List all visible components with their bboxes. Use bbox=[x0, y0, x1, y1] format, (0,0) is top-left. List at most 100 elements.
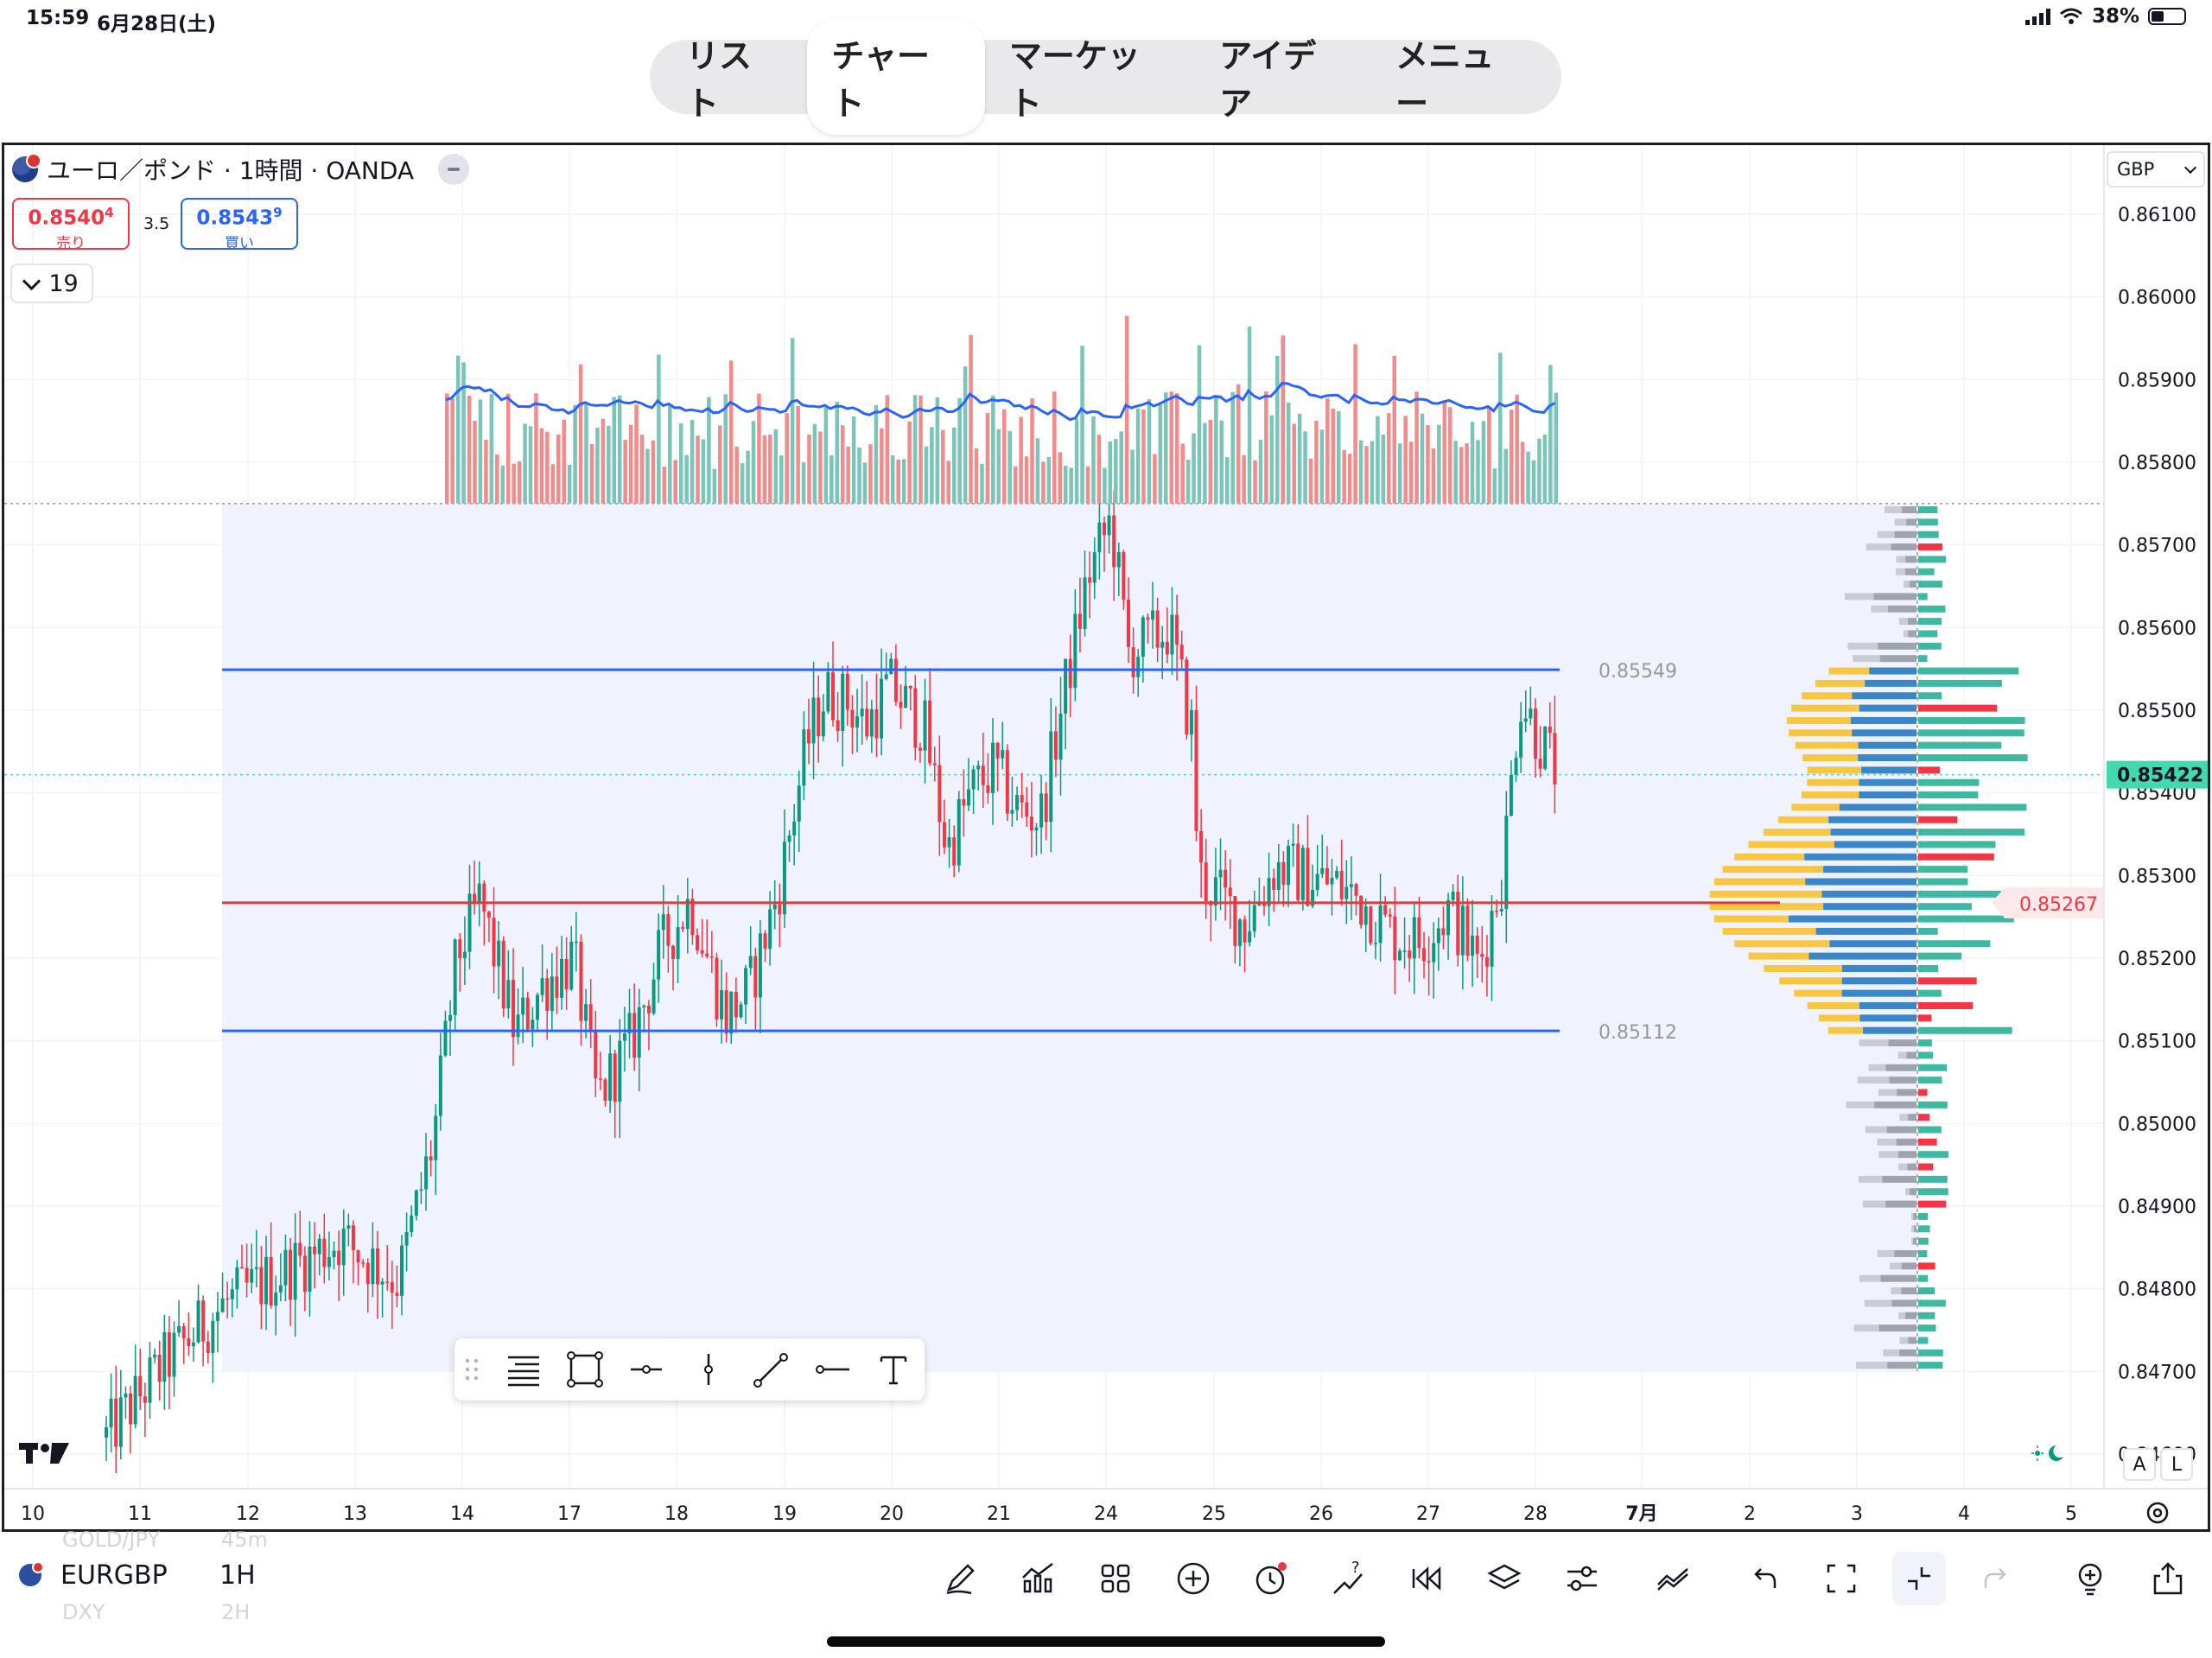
currency-selector[interactable]: GBP bbox=[2107, 151, 2205, 187]
log-scale-button[interactable]: L bbox=[2160, 1448, 2193, 1481]
candle-body bbox=[1369, 906, 1373, 943]
horizontal-lines-tool[interactable] bbox=[493, 1344, 554, 1395]
volume-bar bbox=[545, 431, 550, 504]
vrvp-row bbox=[1859, 1175, 1883, 1183]
object-tree-button[interactable] bbox=[1478, 1552, 1531, 1605]
redo-button[interactable] bbox=[1970, 1552, 2024, 1605]
volume-bar bbox=[935, 397, 940, 504]
candle-body bbox=[1484, 956, 1489, 967]
settings-button[interactable] bbox=[1555, 1552, 1609, 1605]
candle-body bbox=[400, 1245, 404, 1296]
share-button[interactable] bbox=[2141, 1552, 2195, 1605]
drag-handle-icon[interactable] bbox=[463, 1356, 480, 1382]
chart-legend[interactable]: ユーロ／ポンド · 1時間 · OANDA bbox=[12, 152, 470, 187]
volume-bar bbox=[1442, 402, 1447, 504]
layouts-button[interactable] bbox=[1089, 1552, 1142, 1605]
legend-collapse-button[interactable] bbox=[438, 154, 470, 185]
text-tool[interactable] bbox=[863, 1344, 925, 1395]
candle-body bbox=[390, 1282, 394, 1293]
volume-bar bbox=[1308, 458, 1313, 504]
candle-body bbox=[501, 940, 505, 1009]
volume-bar bbox=[946, 461, 951, 504]
candle-body bbox=[1039, 793, 1044, 828]
volume-bar bbox=[1074, 418, 1079, 504]
price-chart[interactable]: 0.85549 0.85267 0.85112 0.86100 0.86000 0.859… bbox=[4, 145, 2208, 1529]
legend-title[interactable]: ユーロ／ポンド · 1時間 · OANDA bbox=[47, 156, 415, 185]
volume-bar bbox=[589, 443, 594, 504]
timeframe-selector[interactable]: 1H bbox=[219, 1560, 256, 1591]
publish-idea-button[interactable] bbox=[2063, 1552, 2117, 1605]
vrvp-row bbox=[1859, 1274, 1881, 1282]
volume-bar bbox=[1007, 430, 1012, 504]
candle-body bbox=[313, 1246, 317, 1255]
vrvp-delta-row bbox=[1918, 1114, 1930, 1121]
alerts-button[interactable] bbox=[1244, 1552, 1298, 1605]
drawing-tools-button[interactable] bbox=[933, 1552, 987, 1605]
tab-market[interactable]: マーケット bbox=[1008, 37, 1141, 123]
time-axis-tick: 25 bbox=[1202, 1503, 1226, 1525]
candle-body bbox=[1300, 848, 1305, 900]
undo-button[interactable] bbox=[1737, 1552, 1790, 1605]
trend-line-tool[interactable] bbox=[740, 1344, 801, 1395]
indicators-button[interactable] bbox=[1011, 1552, 1065, 1605]
replay-button[interactable] bbox=[1400, 1552, 1453, 1605]
volume-bar bbox=[868, 444, 873, 504]
candle-body bbox=[1514, 757, 1518, 776]
vrvp-row bbox=[1828, 816, 1916, 823]
volume-bar bbox=[1019, 416, 1023, 504]
add-button[interactable] bbox=[1166, 1552, 1220, 1605]
tab-menu[interactable]: メニュー bbox=[1395, 37, 1495, 123]
vrvp-row bbox=[1894, 530, 1916, 538]
tab-chart[interactable]: チャート bbox=[807, 19, 985, 135]
hints-button[interactable]: ? bbox=[1322, 1552, 1376, 1605]
candle-body bbox=[1185, 659, 1189, 735]
rectangle-tool[interactable] bbox=[554, 1344, 615, 1395]
buy-button[interactable]: 0.85439 買い bbox=[181, 198, 298, 252]
extended-line-tool[interactable] bbox=[801, 1344, 862, 1395]
candle-body bbox=[410, 1215, 414, 1233]
volume-bar bbox=[807, 434, 811, 504]
sell-button[interactable]: 0.85404 売り bbox=[12, 198, 130, 252]
candle-body bbox=[1058, 713, 1063, 760]
rectangle-icon bbox=[567, 1351, 604, 1388]
volume-bar bbox=[1319, 429, 1325, 504]
tab-ideas[interactable]: アイデア bbox=[1219, 37, 1317, 123]
chart-pane[interactable]: 0.85549 0.85267 0.85112 0.86100 0.86000 0.859… bbox=[2, 143, 2210, 1532]
auto-scale-button[interactable]: A bbox=[2123, 1448, 2156, 1481]
candle-body bbox=[817, 697, 821, 737]
axis-settings-icon[interactable] bbox=[2143, 1498, 2172, 1528]
tab-list[interactable]: リスト bbox=[686, 37, 753, 123]
fullscreen-button[interactable] bbox=[1815, 1552, 1868, 1605]
horizontal-ray-tool[interactable] bbox=[616, 1344, 677, 1395]
vrvp-row bbox=[1913, 1237, 1916, 1245]
candle-body bbox=[666, 914, 671, 946]
volume-bar bbox=[1492, 468, 1497, 504]
vrvp-row bbox=[1904, 1312, 1916, 1319]
candle-body bbox=[1025, 802, 1029, 817]
volume-bar bbox=[1180, 443, 1185, 504]
compare-button[interactable] bbox=[1646, 1552, 1700, 1605]
volume-bar bbox=[718, 425, 722, 504]
volume-bar bbox=[489, 394, 494, 504]
candle-body bbox=[696, 935, 700, 950]
candle-body bbox=[584, 1004, 588, 1021]
session-moon-icon[interactable] bbox=[2031, 1443, 2065, 1464]
volume-bar bbox=[1286, 403, 1291, 504]
candle-body bbox=[1083, 577, 1087, 629]
time-axis-tick: 19 bbox=[772, 1503, 797, 1525]
vertical-line-tool[interactable] bbox=[677, 1344, 739, 1395]
candle-body bbox=[239, 1267, 244, 1269]
vrvp-row bbox=[1841, 977, 1916, 985]
indicators-toggle[interactable]: 19 bbox=[10, 264, 93, 303]
vrvp-row bbox=[1857, 1077, 1890, 1084]
symbol-selector[interactable]: EURGBP bbox=[60, 1560, 168, 1591]
candle-body bbox=[753, 956, 758, 998]
vrvp-row bbox=[1869, 667, 1916, 675]
volume-bar bbox=[607, 425, 611, 504]
volume-bar bbox=[891, 455, 895, 504]
vrvp-delta-row bbox=[1918, 952, 1962, 960]
candle-body bbox=[1281, 861, 1286, 886]
crosshair-button[interactable] bbox=[1892, 1552, 1946, 1605]
top-nav: リスト チャート マーケット アイデア メニュー bbox=[650, 19, 1561, 135]
candle-body bbox=[467, 893, 472, 952]
